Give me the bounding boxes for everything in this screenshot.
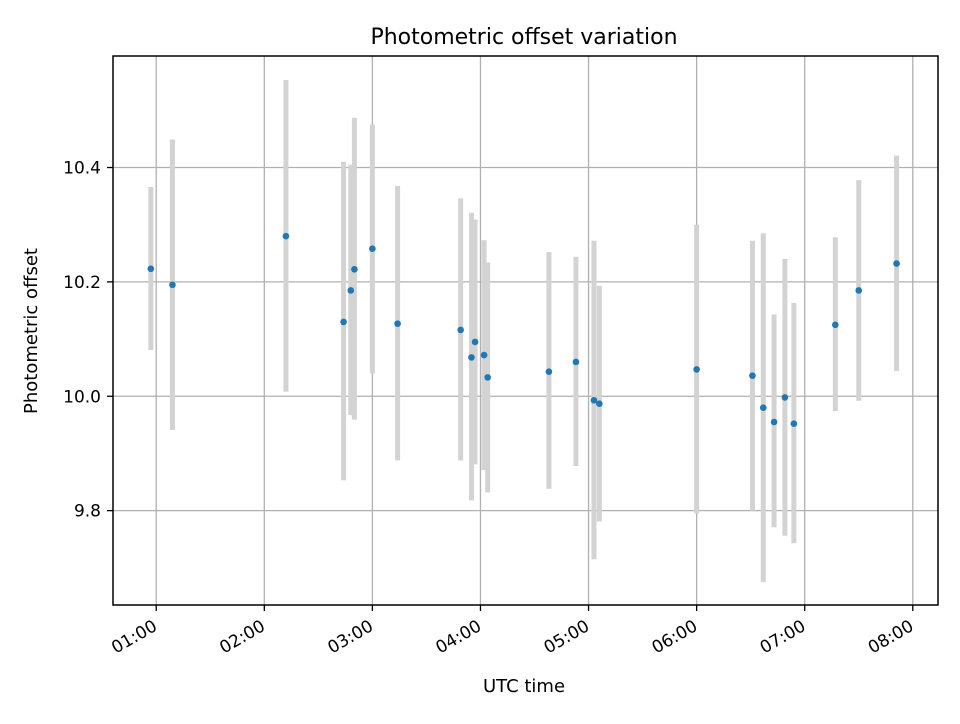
data-point bbox=[169, 281, 176, 289]
y-axis-label: Photometric offset bbox=[21, 248, 42, 414]
chart-title: Photometric offset variation bbox=[370, 25, 677, 50]
data-point bbox=[855, 287, 863, 294]
data-point bbox=[545, 368, 553, 375]
data-point bbox=[347, 287, 355, 294]
data-point bbox=[781, 394, 789, 401]
data-point bbox=[351, 266, 358, 273]
data-point bbox=[457, 326, 464, 334]
data-point bbox=[590, 396, 598, 404]
y-tick-label: 10.4 bbox=[63, 159, 101, 179]
x-axis-label: UTC time bbox=[483, 676, 565, 697]
data-point bbox=[572, 358, 580, 366]
plot-frame bbox=[112, 55, 939, 606]
data-point bbox=[790, 420, 798, 428]
data-point bbox=[832, 321, 839, 329]
data-point bbox=[484, 374, 491, 381]
data-point bbox=[749, 372, 756, 379]
data-point-layer bbox=[147, 232, 900, 428]
data-point bbox=[282, 232, 290, 240]
data-point bbox=[693, 366, 700, 373]
data-point bbox=[759, 404, 767, 412]
data-point bbox=[369, 245, 376, 253]
data-point bbox=[471, 338, 479, 346]
data-point bbox=[394, 320, 401, 327]
y-tick-label: 9.8 bbox=[74, 502, 101, 522]
data-point bbox=[147, 265, 155, 273]
data-point bbox=[770, 418, 778, 426]
data-point bbox=[340, 318, 347, 326]
data-point bbox=[468, 354, 475, 361]
data-point bbox=[480, 351, 488, 359]
y-tick-label: 10.2 bbox=[63, 273, 101, 293]
data-point bbox=[893, 260, 900, 267]
data-point bbox=[596, 400, 603, 408]
y-tick-label: 10.0 bbox=[63, 387, 101, 407]
